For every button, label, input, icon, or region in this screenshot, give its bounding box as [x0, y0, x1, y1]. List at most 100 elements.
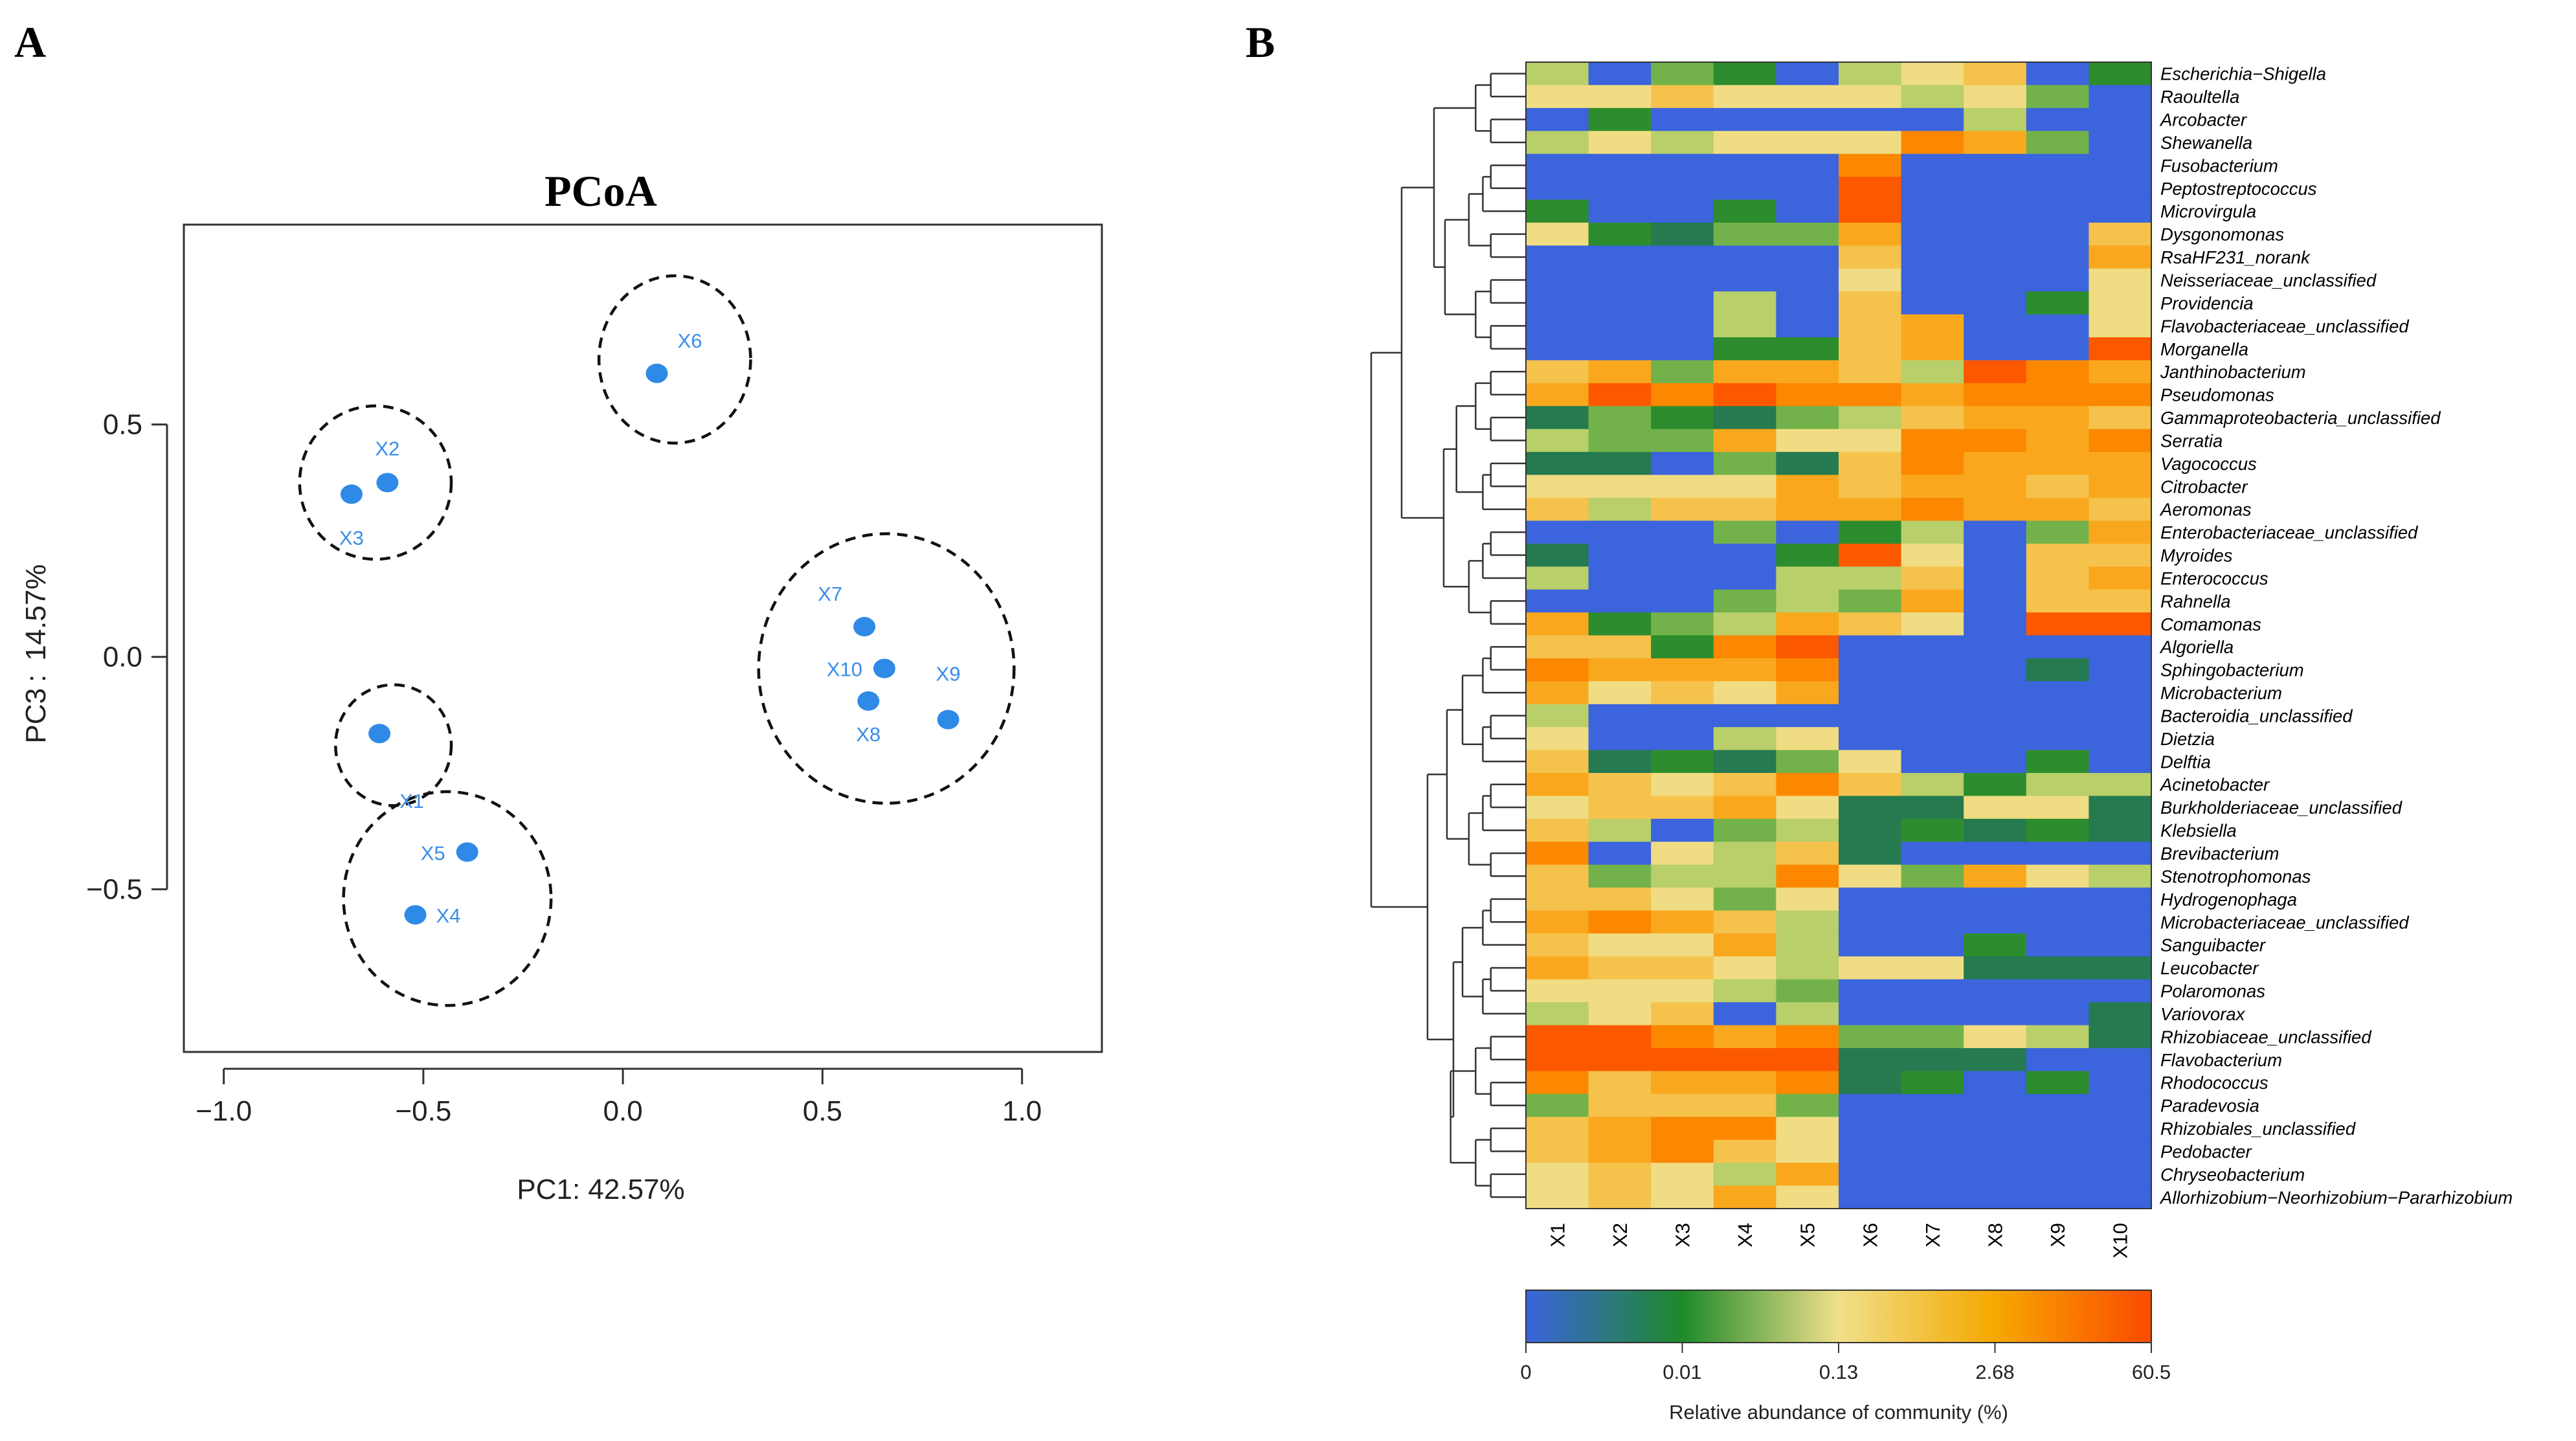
row-label: Shewanella [2160, 133, 2252, 153]
column-label: X9 [2046, 1223, 2069, 1247]
heatmap-cell [1839, 62, 1902, 86]
pcoa-plot-frame [183, 223, 1103, 1053]
heatmap-cell [1713, 85, 1776, 109]
heatmap-cell [1713, 681, 1776, 705]
row-label: Polaromonas [2160, 981, 2265, 1001]
panel-label-a: A [14, 17, 46, 67]
heatmap-cell [1964, 910, 2027, 934]
heatmap-cell [1839, 1163, 1902, 1187]
heatmap-cell [1651, 818, 1714, 842]
heatmap-cell [1588, 245, 1652, 269]
heatmap-cell [2026, 864, 2089, 888]
heatmap-cell [1713, 337, 1776, 361]
heatmap-cell [1776, 1093, 1839, 1117]
heatmap-cell [2026, 62, 2089, 86]
heatmap-cell [2026, 383, 2089, 407]
heatmap-cell [1588, 612, 1652, 636]
heatmap-cell [2089, 1093, 2152, 1117]
heatmap-cell [1839, 635, 1902, 659]
heatmap-cell [1901, 1002, 1964, 1026]
heatmap-cell [2089, 314, 2152, 338]
heatmap-cell [2026, 406, 2089, 430]
row-label: Klebsiella [2160, 821, 2237, 841]
heatmap-cell [1776, 1071, 1839, 1095]
row-label: Morganella [2160, 339, 2248, 359]
heatmap-cell [1901, 956, 1964, 980]
heatmap-cell [1776, 177, 1839, 201]
heatmap-cell [1839, 589, 1902, 613]
heatmap-cell [1588, 314, 1652, 338]
heatmap-cell [1526, 85, 1589, 109]
heatmap-cell [1964, 497, 2027, 521]
heatmap-cell [1526, 497, 1589, 521]
heatmap-cell [1901, 1117, 1964, 1141]
heatmap-cell [2026, 704, 2089, 728]
heatmap-cell [1588, 979, 1652, 1003]
heatmap-cell [1901, 107, 1964, 131]
row-label: Dietzia [2160, 729, 2215, 749]
heatmap-cell [1526, 1139, 1589, 1163]
heatmap-cell [1964, 979, 2027, 1003]
heatmap-cell [2089, 635, 2152, 659]
pcoa-y-axis-label: PC3 : 14.57% [20, 564, 52, 744]
heatmap-cell [2089, 452, 2152, 476]
heatmap-cell [1713, 429, 1776, 452]
heatmap-cell [1651, 566, 1714, 590]
heatmap-cell [1651, 658, 1714, 682]
heatmap-cell [1713, 933, 1776, 957]
heatmap-cell [1651, 888, 1714, 911]
heatmap-cell [1588, 1002, 1652, 1026]
heatmap-cell [1713, 1139, 1776, 1163]
pcoa-x-axis: −1.0 −0.5 0.0 0.5 1.0 [196, 1067, 1042, 1127]
heatmap-cell [1964, 222, 2027, 246]
heatmap-cell [2089, 933, 2152, 957]
heatmap-cell [1526, 131, 1589, 155]
heatmap-cell [1964, 337, 2027, 361]
heatmap-cell [1588, 1185, 1652, 1209]
heatmap-cell [1588, 383, 1652, 407]
heatmap-cell [1964, 383, 2027, 407]
heatmap-cell [2089, 543, 2152, 567]
heatmap-cell [1651, 842, 1714, 866]
heatmap-cell [1713, 452, 1776, 476]
heatmap-cell [1713, 818, 1776, 842]
heatmap-cell [1901, 543, 1964, 567]
heatmap-cell [1526, 1093, 1589, 1117]
heatmap-cell [1776, 1002, 1839, 1026]
heatmap-cell [1901, 245, 1964, 269]
heatmap-cell [1588, 497, 1652, 521]
row-label: Chryseobacterium [2160, 1165, 2305, 1185]
point-x1 [368, 724, 391, 744]
heatmap-cell [1901, 429, 1964, 452]
x-tick-label: 1.0 [1002, 1095, 1042, 1127]
heatmap-cell [2026, 842, 2089, 866]
y-tick-label: −0.5 [86, 874, 142, 906]
row-label: Vagococcus [2160, 454, 2257, 474]
heatmap-cell [1651, 750, 1714, 774]
row-label: Flavobacterium [2160, 1050, 2282, 1070]
group-circle-x1 [334, 683, 453, 807]
heatmap-cell [1901, 1093, 1964, 1117]
heatmap-cell [1839, 796, 1902, 820]
heatmap-cell [1839, 864, 1902, 888]
heatmap-cell [2089, 475, 2152, 498]
heatmap-cell [1901, 704, 1964, 728]
heatmap-cell [1776, 543, 1839, 567]
heatmap-cell [1526, 589, 1589, 613]
heatmap-cell [1651, 727, 1714, 751]
heatmap-cell [1776, 589, 1839, 613]
point-x10 [873, 658, 895, 678]
heatmap-cell [1713, 107, 1776, 131]
heatmap-cell [2026, 1048, 2089, 1072]
heatmap-cell [2089, 727, 2152, 751]
heatmap-cell [1588, 452, 1652, 476]
heatmap-cell [1776, 222, 1839, 246]
heatmap-cell [1651, 956, 1714, 980]
row-label: Stenotrophomonas [2160, 866, 2311, 886]
column-label: X1 [1546, 1223, 1569, 1247]
heatmap-cell [2089, 612, 2152, 636]
heatmap-cell [1776, 1048, 1839, 1072]
heatmap-cell [1713, 360, 1776, 384]
heatmap-cell [1964, 612, 2027, 636]
heatmap-cell [1526, 773, 1589, 797]
